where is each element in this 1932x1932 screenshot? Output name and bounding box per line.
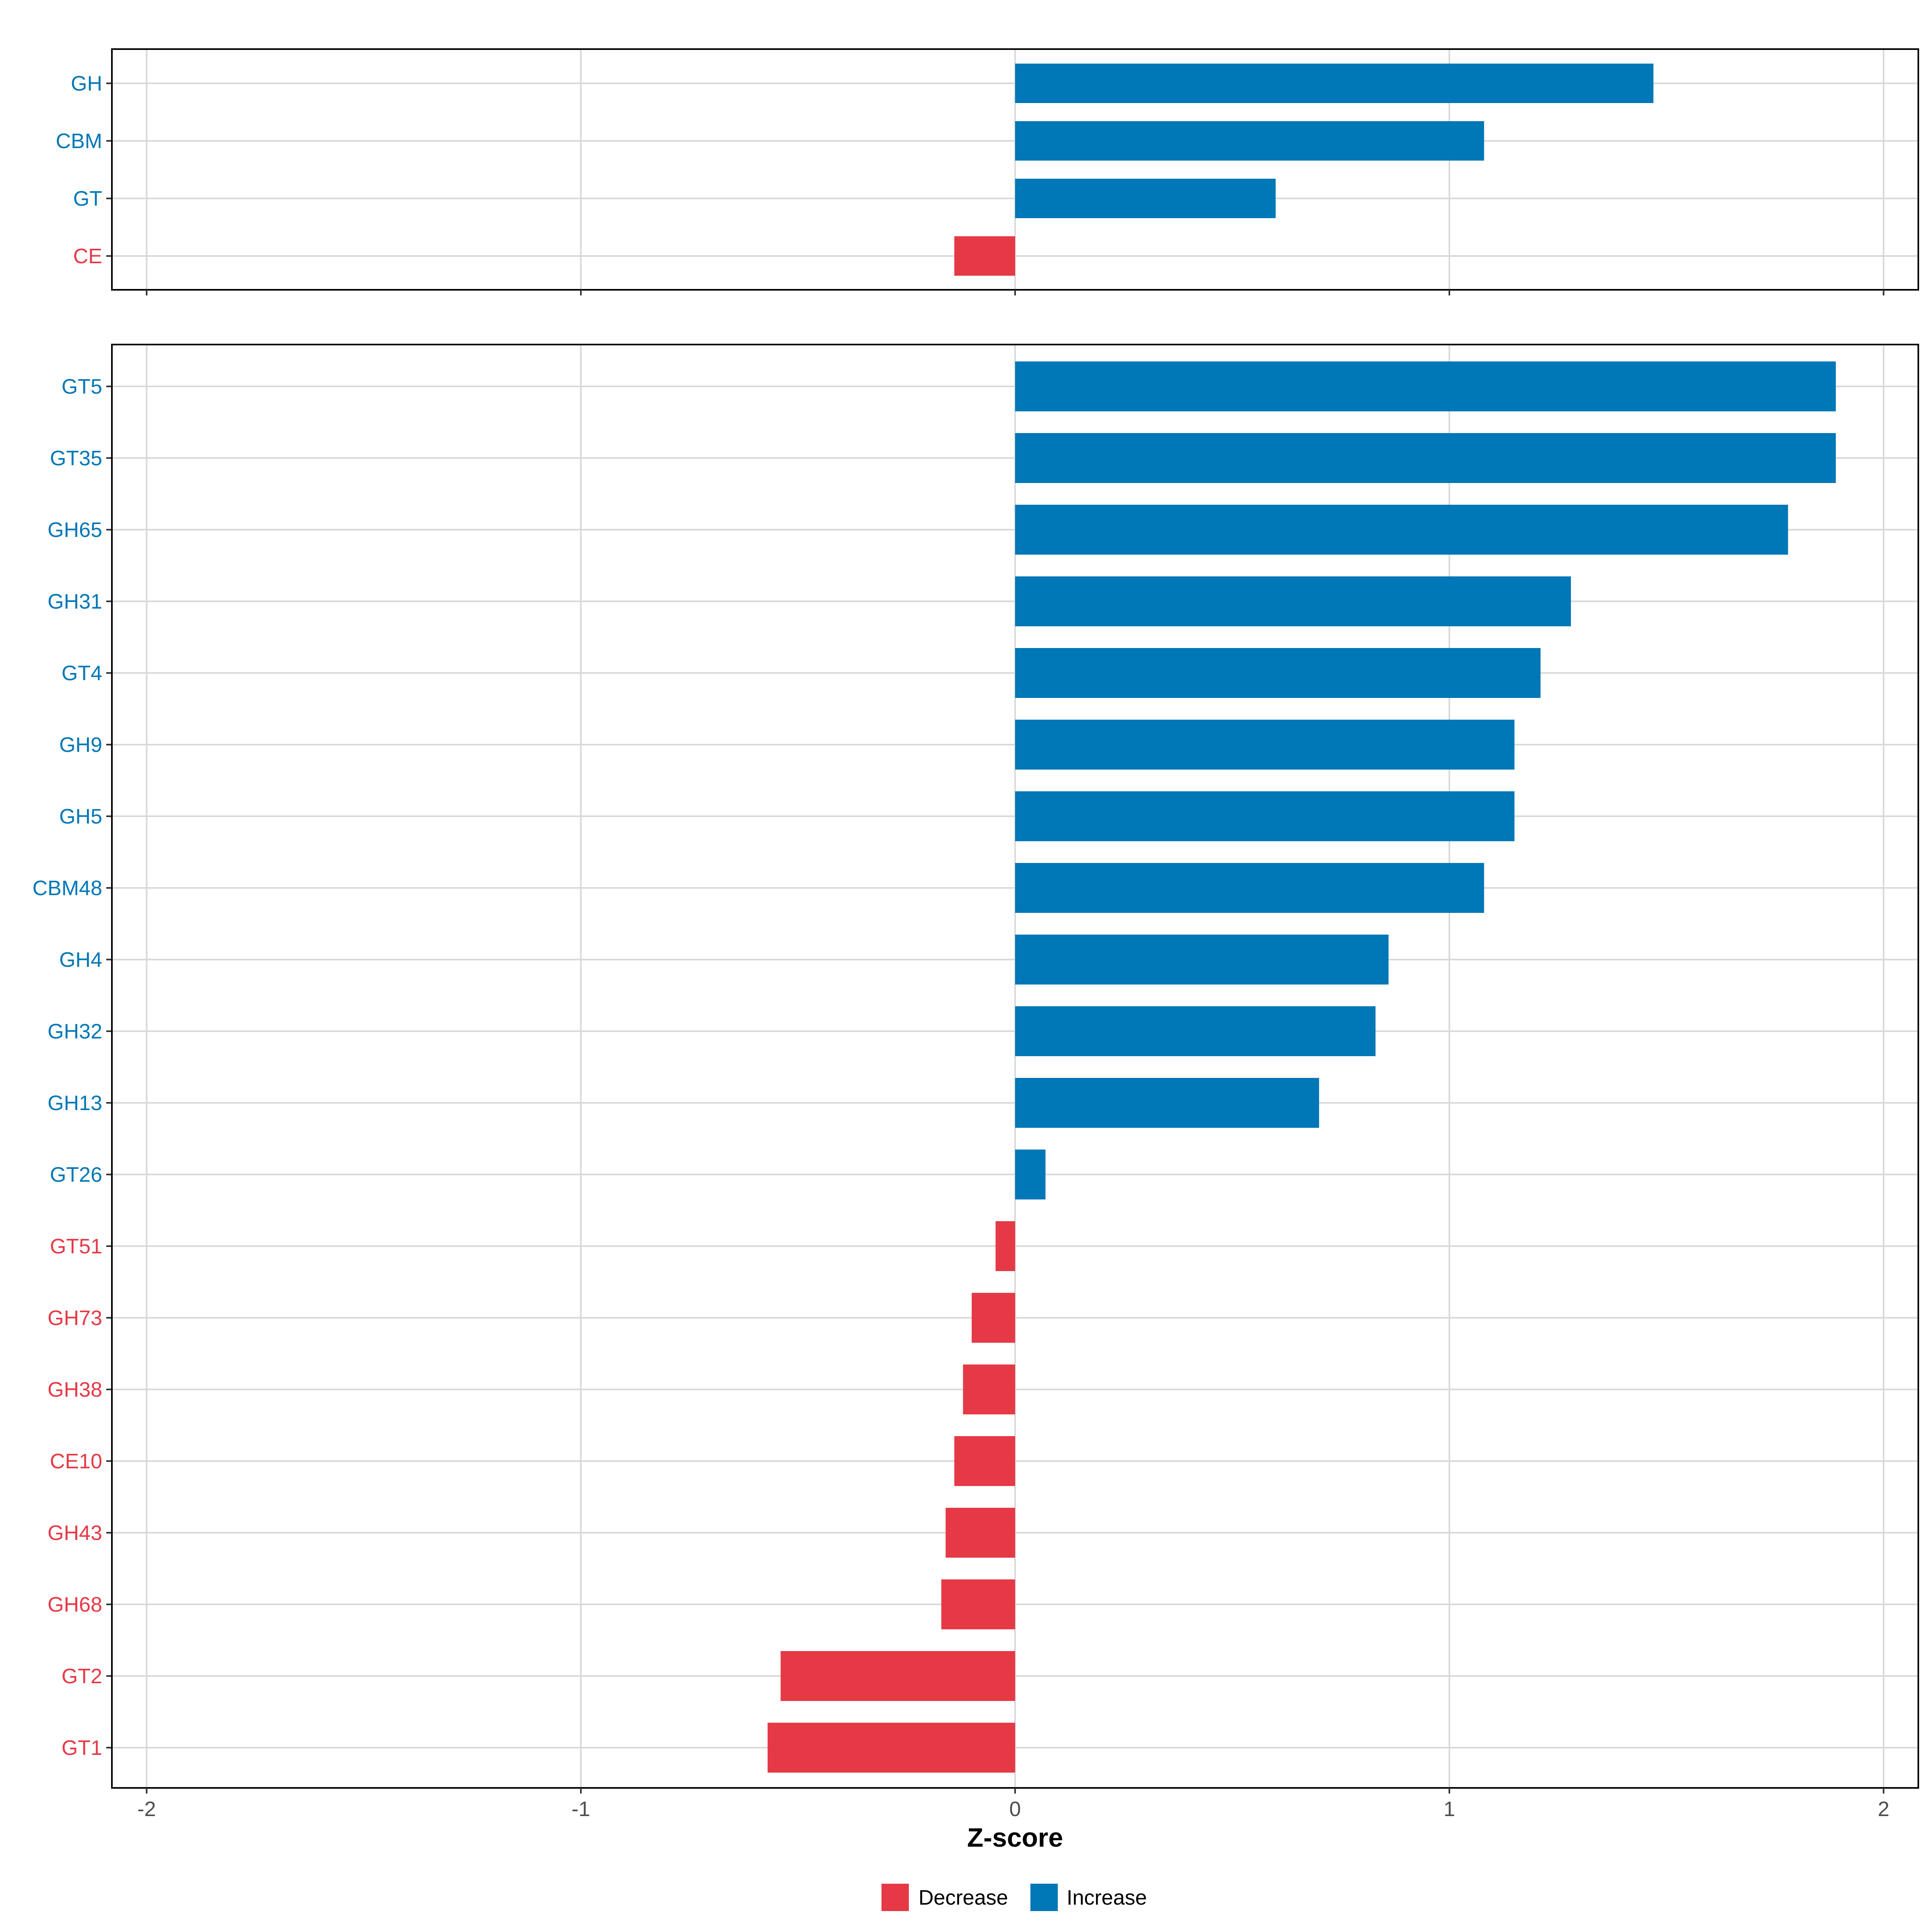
- x-axis-title: Z-score: [967, 1823, 1063, 1852]
- bar-gt51: [995, 1221, 1015, 1271]
- x-tick-label: -2: [137, 1798, 156, 1821]
- category-label-gt35: GT35: [50, 447, 102, 470]
- category-label-ce10: CE10: [50, 1450, 102, 1473]
- legend-key-decrease: [881, 1884, 909, 1911]
- category-label-gt: GT: [73, 187, 102, 211]
- bar-gt26: [1015, 1150, 1046, 1199]
- bar-gh68: [941, 1579, 1015, 1629]
- bar-gh65: [1015, 505, 1788, 555]
- category-label-gh43: GH43: [47, 1521, 102, 1545]
- bar-gt2: [780, 1651, 1015, 1701]
- category-label-gt26: GT26: [50, 1163, 102, 1187]
- legend-key-increase: [1030, 1884, 1058, 1911]
- bar-cbm48: [1015, 863, 1484, 913]
- bar-gt4: [1015, 648, 1541, 698]
- legend-label-decrease: Decrease: [919, 1886, 1008, 1909]
- bar-gh31: [1015, 576, 1571, 626]
- bar-gt: [1015, 179, 1276, 218]
- category-label-gh5: GH5: [59, 805, 102, 828]
- bar-ce: [954, 236, 1015, 276]
- category-label-cbm48: CBM48: [33, 877, 102, 900]
- bar-gh38: [963, 1364, 1015, 1414]
- bar-gt5: [1015, 361, 1836, 411]
- bar-gt35: [1015, 433, 1836, 483]
- x-tick-label: 2: [1878, 1798, 1889, 1821]
- family-panel: GT5 GT35 GH65 GH31 GT4 GH9 GH5 CBM48 GH4 GH32 GH13…: [33, 344, 1919, 1794]
- category-label-ce: CE: [73, 245, 102, 268]
- category-label-gt51: GT51: [50, 1235, 102, 1258]
- bar-gh9: [1015, 720, 1515, 770]
- bar-gh4: [1015, 935, 1389, 985]
- bar-cbm: [1015, 121, 1484, 161]
- category-label-gh73: GH73: [47, 1307, 102, 1330]
- category-label-gh9: GH9: [59, 733, 102, 757]
- bar-gh43: [945, 1508, 1015, 1558]
- class-panel: GH CBM GT CE: [56, 48, 1919, 295]
- category-label-gh38: GH38: [47, 1378, 102, 1402]
- bar-gh: [1015, 64, 1653, 103]
- legend-label-increase: Increase: [1067, 1886, 1147, 1909]
- x-tick-label: -1: [572, 1798, 590, 1821]
- x-tick-label: 1: [1443, 1798, 1455, 1821]
- category-label-gh4: GH4: [59, 948, 102, 972]
- category-label-gh: GH: [71, 72, 102, 95]
- category-label-gh13: GH13: [47, 1092, 102, 1115]
- category-label-gt2: GT2: [62, 1665, 102, 1688]
- bar-gh13: [1015, 1078, 1319, 1128]
- category-label-gt4: GT4: [62, 662, 102, 685]
- category-label-gt1: GT1: [62, 1736, 102, 1760]
- bar-ce10: [954, 1436, 1015, 1486]
- category-label-gh31: GH31: [47, 590, 102, 613]
- category-label-gt5: GT5: [62, 375, 102, 398]
- category-label-gh65: GH65: [47, 518, 102, 542]
- legend: Decrease Increase: [881, 1884, 1147, 1911]
- category-label-gh32: GH32: [47, 1020, 102, 1043]
- category-label-cbm: CBM: [56, 130, 102, 153]
- bar-gt1: [768, 1723, 1015, 1773]
- bar-gh32: [1015, 1006, 1376, 1056]
- category-label-gh68: GH68: [47, 1593, 102, 1616]
- x-axis: -2 -1 0 1 2: [137, 1798, 1889, 1821]
- bar-gh5: [1015, 791, 1515, 841]
- bar-gh73: [972, 1293, 1015, 1343]
- x-tick-label: 0: [1009, 1798, 1021, 1821]
